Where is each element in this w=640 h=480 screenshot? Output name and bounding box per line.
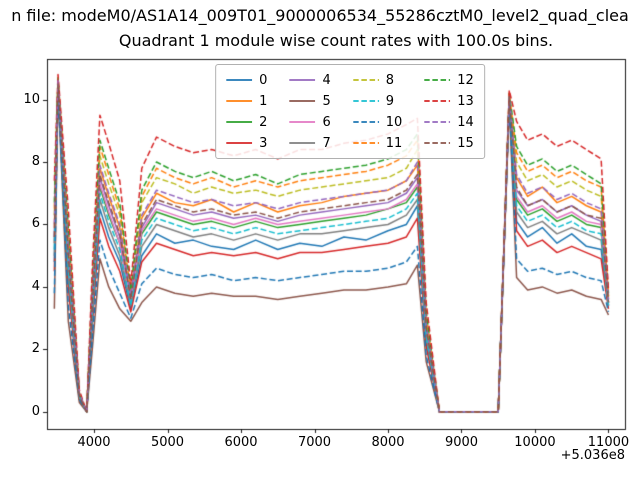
legend-label: 11 xyxy=(385,135,403,151)
x-tick-label: 6000 xyxy=(224,435,258,450)
legend-line-sample-icon xyxy=(226,100,253,102)
x-tick-label: 8000 xyxy=(371,435,405,450)
legend-label: 13 xyxy=(457,93,474,109)
legend-label: 10 xyxy=(385,114,403,130)
legend-item: 3 xyxy=(226,134,267,152)
legend-label: 12 xyxy=(457,72,474,88)
legend-item: 2 xyxy=(226,113,267,131)
legend-item: 5 xyxy=(289,92,331,110)
suptitle: n file: modeM0/AS1A14_009T01_9000006534_… xyxy=(0,6,640,25)
x-tick-label: 7000 xyxy=(297,435,332,450)
y-tick-label: 6 xyxy=(31,216,40,232)
legend-item: 14 xyxy=(424,113,474,131)
x-tick-label: 9000 xyxy=(444,435,479,450)
y-tick-label: 4 xyxy=(31,278,40,294)
legend-item: 12 xyxy=(424,71,474,89)
legend-line-sample-icon xyxy=(424,142,451,144)
y-tick-label: 8 xyxy=(31,154,40,170)
legend-line-sample-icon xyxy=(424,121,451,123)
legend-line-sample-icon xyxy=(289,79,316,81)
legend-label: 8 xyxy=(385,72,395,88)
x-tick-label: 11000 xyxy=(587,435,630,450)
x-axis-offset-label: +5.036e8 xyxy=(560,448,625,463)
legend-label: 15 xyxy=(457,135,474,151)
legend-label: 2 xyxy=(259,114,268,130)
legend-line-sample-icon xyxy=(424,100,451,102)
legend-item: 6 xyxy=(289,113,331,131)
legend-item: 1 xyxy=(226,92,267,110)
legend-label: 9 xyxy=(385,93,395,109)
legend-label: 1 xyxy=(259,93,268,109)
legend-label: 6 xyxy=(322,114,331,130)
legend-label: 3 xyxy=(259,135,268,151)
legend-item: 10 xyxy=(352,113,403,131)
legend-line-sample-icon xyxy=(289,121,316,123)
legend-line-sample-icon xyxy=(352,100,379,102)
y-tick-label: 0 xyxy=(31,403,40,419)
legend: 0 1 2 3 4 5 6 7 8 9 10 11 12 13 14 15 xyxy=(215,64,485,159)
legend-line-sample-icon xyxy=(424,79,451,81)
y-tick-label: 10 xyxy=(23,91,40,107)
legend-label: 0 xyxy=(259,72,268,88)
x-tick-label: 4000 xyxy=(77,435,111,450)
legend-line-sample-icon xyxy=(289,142,316,144)
legend-line-sample-icon xyxy=(289,100,316,102)
legend-label: 4 xyxy=(322,72,331,88)
legend-label: 14 xyxy=(457,114,474,130)
legend-line-sample-icon xyxy=(352,121,379,123)
legend-line-sample-icon xyxy=(226,79,253,81)
legend-line-sample-icon xyxy=(352,142,379,144)
legend-item: 7 xyxy=(289,134,331,152)
x-tick-label: 10000 xyxy=(514,435,556,450)
legend-line-sample-icon xyxy=(352,79,379,81)
legend-item: 9 xyxy=(352,92,403,110)
legend-item: 15 xyxy=(424,134,474,152)
legend-item: 4 xyxy=(289,71,331,89)
legend-line-sample-icon xyxy=(226,121,253,123)
legend-label: 7 xyxy=(322,135,331,151)
axes-title: Quadrant 1 module wise count rates with … xyxy=(118,31,554,50)
suptitle-text: n file: modeM0/AS1A14_009T01_9000006534_… xyxy=(11,6,629,25)
legend-item: 13 xyxy=(424,92,474,110)
legend-item: 8 xyxy=(352,71,403,89)
legend-item: 11 xyxy=(352,134,403,152)
x-tick-label: 5000 xyxy=(150,435,185,450)
legend-item: 0 xyxy=(226,71,267,89)
legend-label: 5 xyxy=(322,93,331,109)
legend-line-sample-icon xyxy=(226,142,253,144)
y-tick-label: 2 xyxy=(31,341,40,357)
